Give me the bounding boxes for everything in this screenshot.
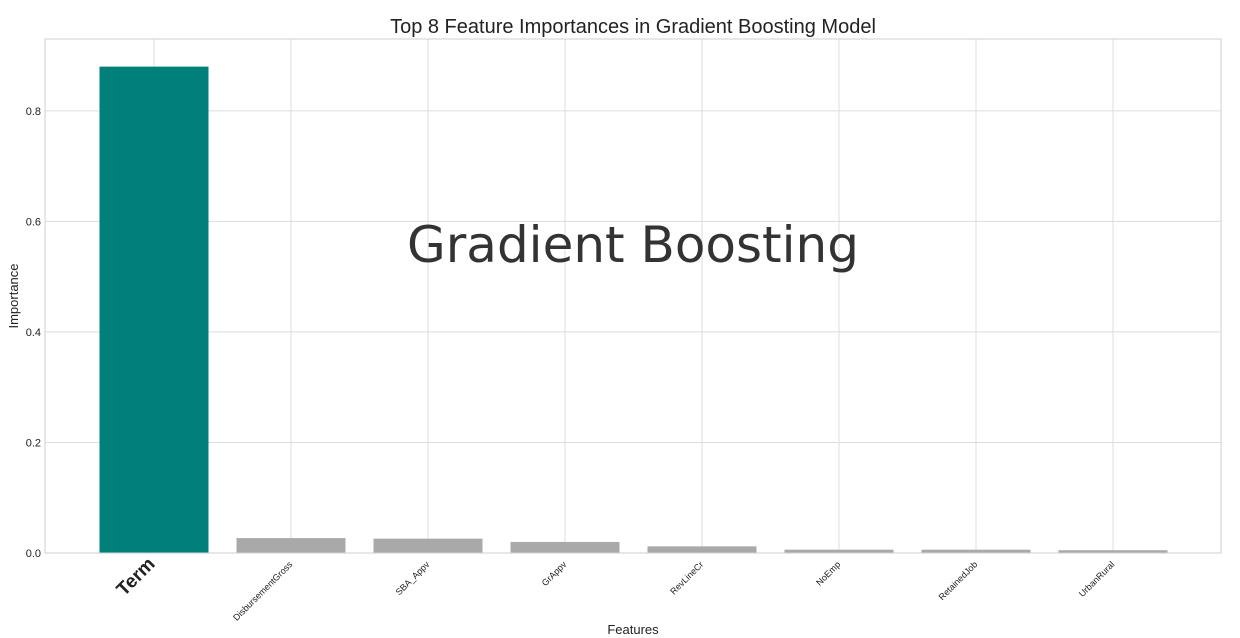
grid-layer [45, 39, 1221, 554]
x-tick-label: UrbanRural [1077, 559, 1117, 599]
x-axis-label: Features [607, 622, 659, 637]
y-axis-label: Importance [6, 263, 21, 328]
y-tick-label: 0.6 [26, 216, 41, 228]
y-tick-labels: 0.0 0.2 0.4 0.6 0.8 [26, 106, 41, 560]
x-tick-label: GrAppv [540, 559, 569, 588]
y-tick-label: 0.2 [26, 437, 41, 449]
bar-retainedjob [921, 549, 1031, 553]
chart-title: Top 8 Feature Importances in Gradient Bo… [390, 16, 876, 38]
bar-term [99, 66, 209, 554]
x-tick-label: NoEmp [814, 559, 842, 587]
y-tick-label: 0.8 [26, 106, 41, 118]
bar-grappv [510, 541, 620, 553]
bar-noemp [784, 549, 894, 553]
bar-urbanrural [1058, 550, 1168, 553]
bar-revlinecr [647, 546, 757, 553]
x-tick-label: SBA_Appv [394, 559, 432, 597]
y-tick-label: 0.0 [26, 548, 41, 560]
y-tick-label: 0.4 [26, 327, 41, 339]
x-tick-label: RevLineCr [668, 559, 705, 596]
bar-sba-appv [373, 538, 483, 553]
x-tick-labels: Term DisbursementGross SBA_Appv GrAppv RevLi… [113, 554, 1117, 623]
bars-layer [99, 66, 1168, 554]
gradient-boosting-annotation: Gradient Boosting [407, 216, 859, 274]
plot-frame [44, 38, 1222, 554]
x-tick-label: RetainedJob [937, 559, 980, 602]
x-tick-label: Term [113, 554, 160, 601]
bar-disbursementgross [236, 538, 346, 553]
x-tick-label: DisbursementGross [231, 559, 295, 623]
